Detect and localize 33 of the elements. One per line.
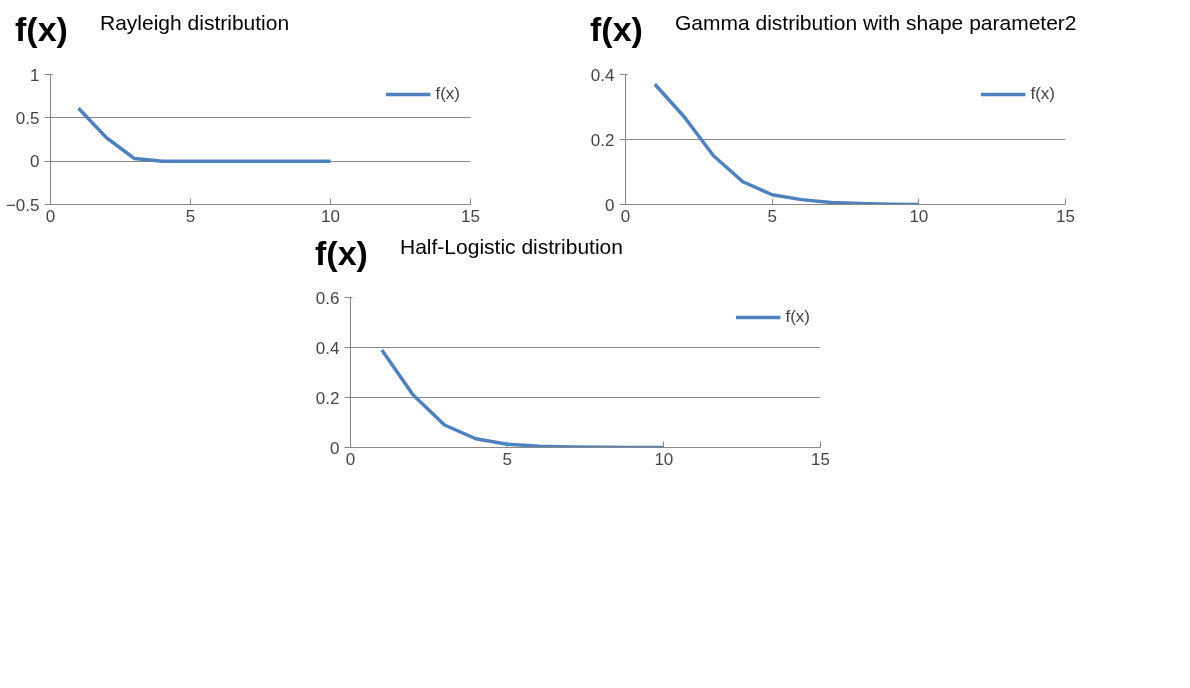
x-tick-label: 0 (345, 449, 356, 469)
x-tick-label: 15 (811, 449, 830, 469)
x-tick-label: 5 (767, 206, 777, 226)
chart-title: Gamma distribution with shape parameter2 (675, 10, 1077, 36)
x-tick-label: 15 (1056, 206, 1075, 226)
x-tick-label: 10 (909, 206, 929, 226)
legend-label: f(x) (785, 307, 810, 328)
chart-title: Rayleigh distribution (100, 10, 290, 36)
x-tick-label: 0 (45, 206, 56, 226)
legend-label: f(x) (435, 83, 460, 104)
y-tick-label: 0.4 (590, 65, 615, 85)
y-axis-title: f(x) (590, 9, 643, 50)
x-tick-label: 5 (502, 449, 512, 469)
y-tick-label: 0.4 (315, 338, 340, 358)
line-series (653, 82, 921, 205)
line-series (76, 106, 333, 163)
y-axis-title: f(x) (315, 232, 368, 274)
legend-label: f(x) (1030, 83, 1055, 104)
y-tick-label: 0.2 (315, 388, 340, 408)
x-tick-label: 10 (654, 449, 674, 469)
x-tick-label: 15 (461, 206, 480, 226)
x-tick-label: 10 (321, 206, 340, 226)
x-tick-label: 0 (620, 206, 631, 226)
y-tick-label: 1 (30, 65, 40, 85)
y-tick-label: 0.2 (590, 130, 615, 150)
chart-title: Half-Logistic distribution (400, 233, 623, 260)
y-tick-label: 0 (30, 151, 40, 171)
y-tick-label: −0.5 (5, 195, 40, 215)
y-tick-label: 0.6 (315, 288, 340, 308)
y-tick-label: 0.5 (15, 108, 40, 128)
y-axis-title: f(x) (15, 9, 68, 50)
line-series (380, 348, 666, 448)
x-tick-label: 5 (185, 206, 196, 226)
